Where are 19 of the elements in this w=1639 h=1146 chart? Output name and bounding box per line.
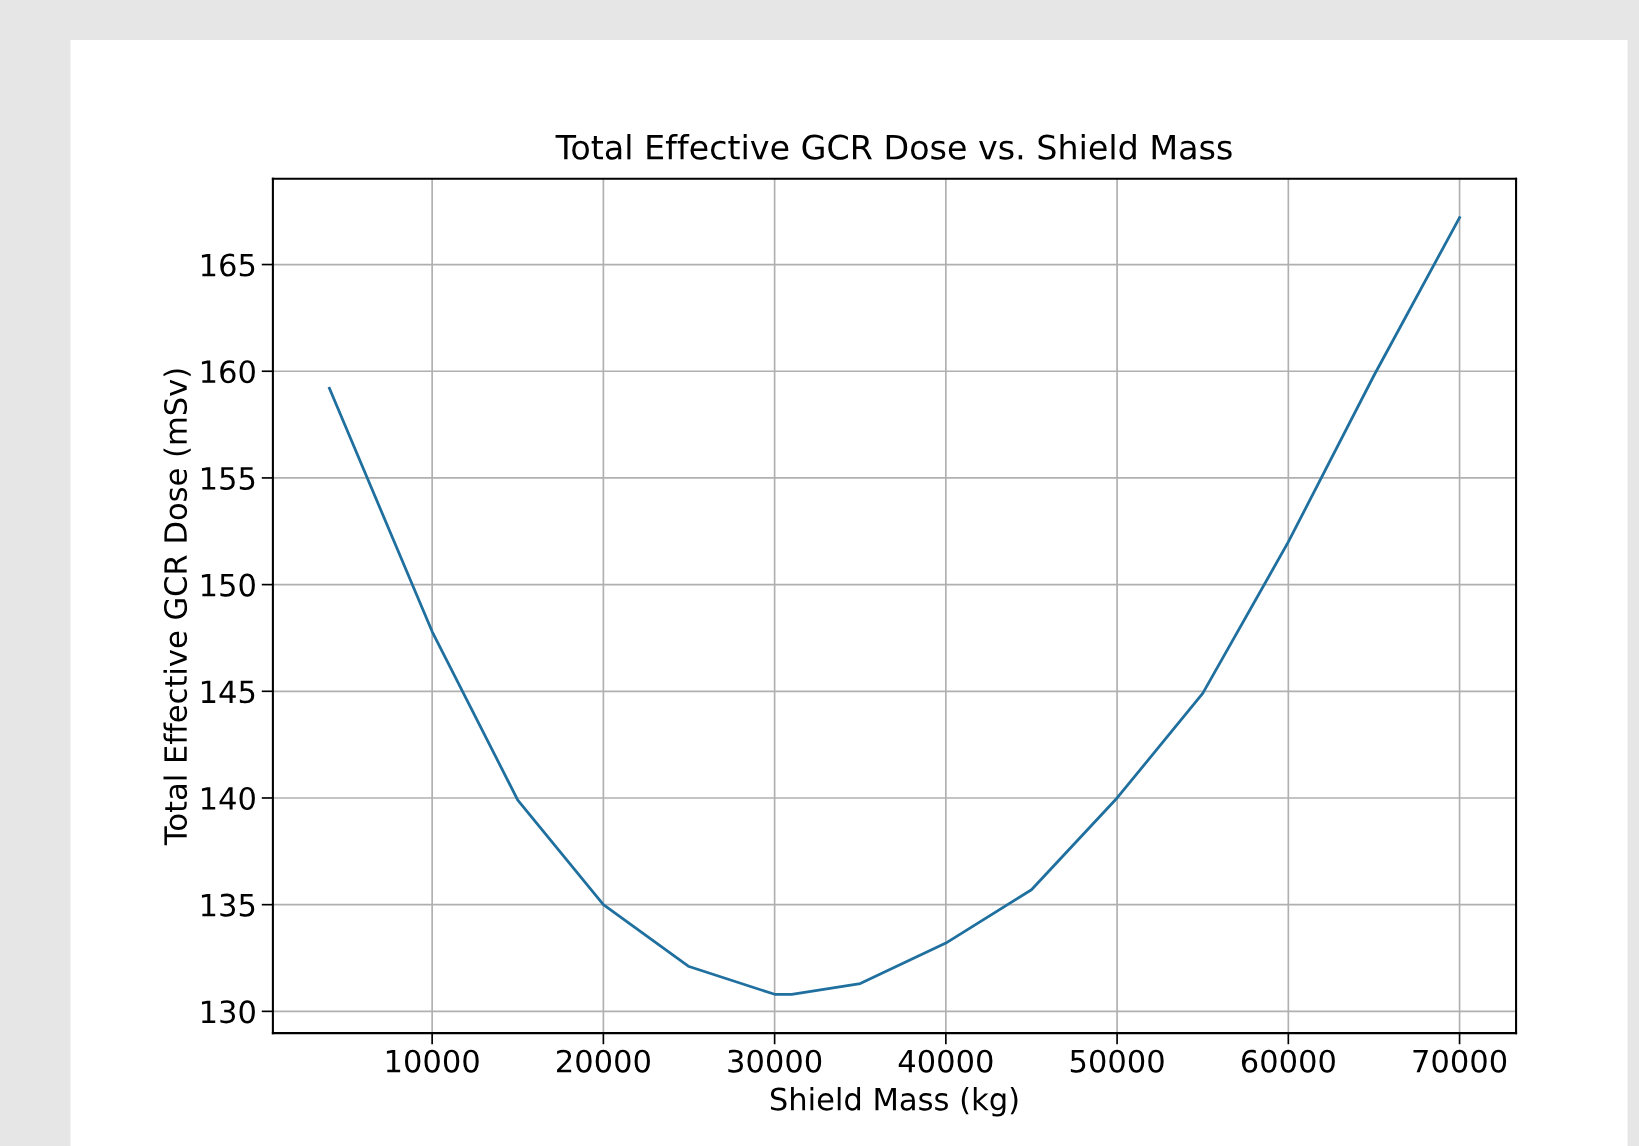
x-tick-label: 60000 — [1241, 1049, 1335, 1073]
x-tick-label: 30000 — [728, 1049, 822, 1073]
y-tick-label: 140 — [201, 786, 255, 811]
y-tick-label: 155 — [201, 467, 255, 490]
line-series — [328, 216, 1461, 996]
x-tick-label: 20000 — [557, 1049, 650, 1073]
chart-title: Total Effective GCR Dose vs. Shield Mass — [555, 134, 1232, 160]
y-tick-label: 160 — [201, 360, 255, 384]
x-tick-label: 70000 — [1413, 1049, 1507, 1073]
x-tick-label: 40000 — [898, 1049, 993, 1073]
x-axis-title: Shield Mass (kg) — [770, 1087, 1018, 1117]
x-tick-label: 10000 — [386, 1049, 479, 1073]
y-tick-label: 145 — [201, 680, 255, 704]
y-tick-label: 150 — [201, 573, 255, 597]
x-tick-label: 50000 — [1070, 1049, 1164, 1073]
y-tick-label: 130 — [201, 1000, 255, 1024]
y-tick-label: 135 — [201, 893, 255, 917]
y-tick-label: 165 — [201, 253, 255, 277]
y-axis-title: Total Effective GCR Dose (mSv) — [163, 369, 191, 846]
